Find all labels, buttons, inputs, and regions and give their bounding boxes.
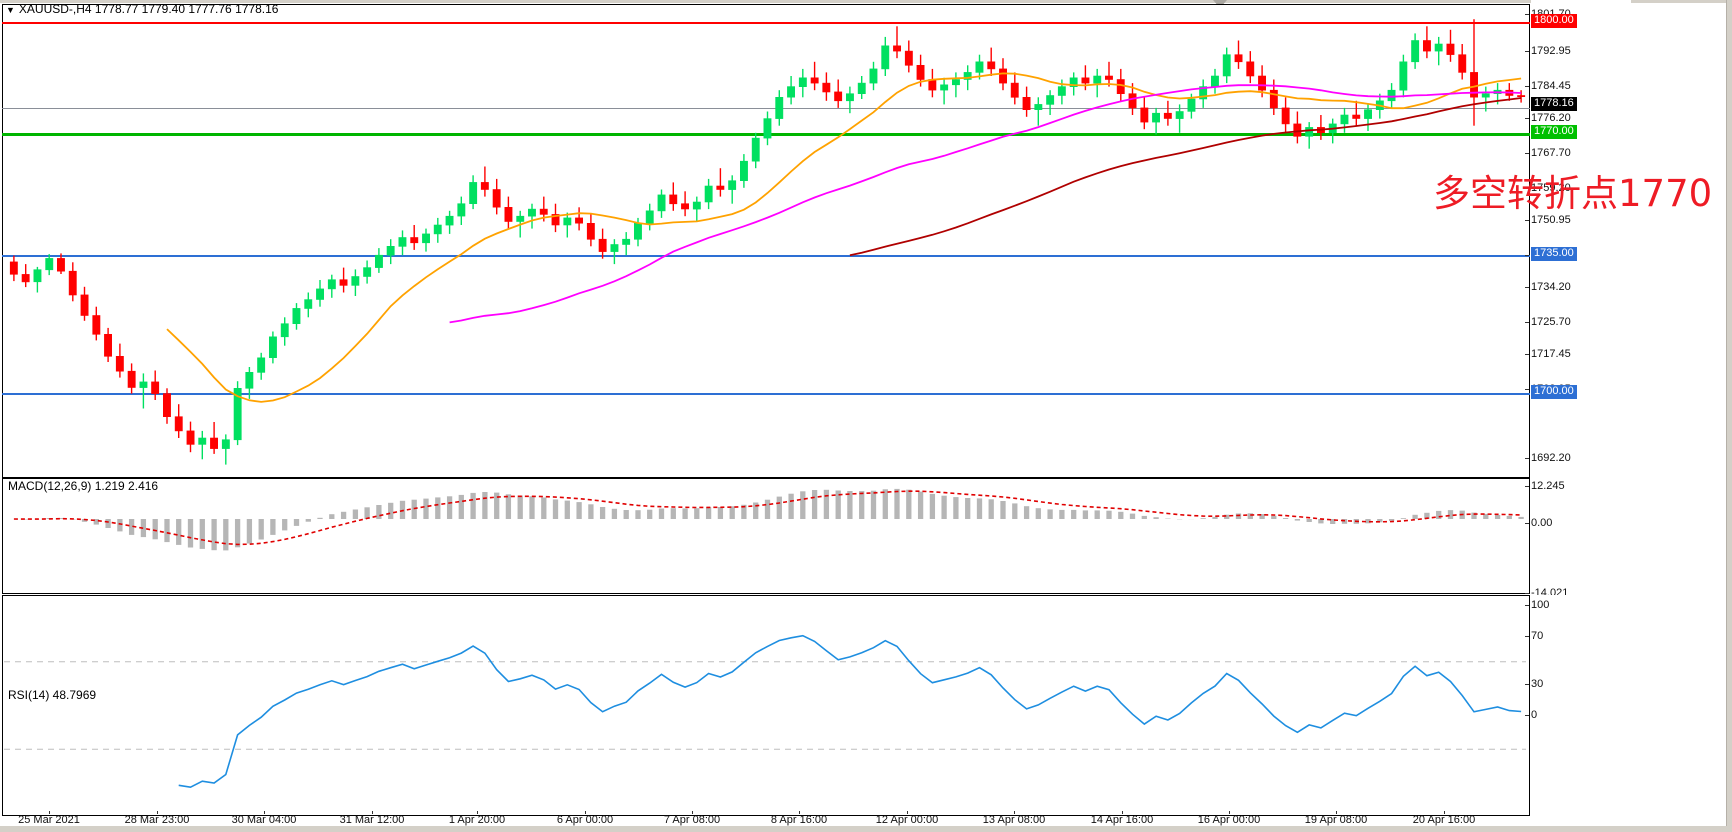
rsi-panel[interactable] bbox=[2, 595, 1530, 816]
price-tag: 1735.00 bbox=[1531, 247, 1577, 261]
time-tick bbox=[372, 811, 373, 814]
price-tick: 1792.95 bbox=[1525, 45, 1571, 57]
price-tag: 1800.00 bbox=[1531, 14, 1577, 28]
time-label: 8 Apr 16:00 bbox=[770, 814, 828, 826]
chart-annotation-text: 多空转折点1770 bbox=[1433, 172, 1713, 215]
time-tick bbox=[585, 811, 586, 814]
time-label: 14 Apr 16:00 bbox=[1090, 814, 1154, 826]
rsi-label: RSI(14) 48.7969 bbox=[8, 688, 97, 702]
time-tick bbox=[477, 811, 478, 814]
price-tag: 1700.00 bbox=[1531, 385, 1577, 399]
time-tick bbox=[1014, 811, 1015, 814]
collapse-caret-icon[interactable]: ▼ bbox=[6, 4, 15, 15]
symbol-ohlc-text: XAUUSD-,H4 1778.77 1779.40 1777.76 1778.… bbox=[18, 2, 279, 16]
level-line-1700[interactable] bbox=[2, 393, 1530, 395]
vertical-scrollbar[interactable] bbox=[1726, 0, 1732, 832]
time-label: 30 Mar 04:00 bbox=[231, 814, 297, 826]
macd-axis[interactable]: 12.245 0.00 -14.021 bbox=[1524, 478, 1631, 599]
level-line-current[interactable] bbox=[2, 108, 1530, 109]
price-tick: 1776.20 bbox=[1525, 112, 1571, 124]
price-tick: 1734.20 bbox=[1525, 281, 1571, 293]
price-axis[interactable]: 1801.701792.951784.451776.201767.701759.… bbox=[1525, 0, 1631, 530]
time-label: 28 Mar 23:00 bbox=[124, 814, 190, 826]
time-tick bbox=[799, 811, 800, 814]
price-tick: 1784.45 bbox=[1525, 80, 1571, 92]
time-label: 16 Apr 00:00 bbox=[1197, 814, 1261, 826]
time-label: 1 Apr 20:00 bbox=[448, 814, 506, 826]
price-tag: 1770.00 bbox=[1531, 125, 1577, 139]
macd-tick: -14.021 bbox=[1524, 587, 1569, 599]
level-line-1800[interactable] bbox=[2, 22, 1530, 24]
price-tick: 1767.70 bbox=[1525, 147, 1571, 159]
time-label: 7 Apr 08:00 bbox=[663, 814, 721, 826]
price-tick: 1725.70 bbox=[1525, 316, 1571, 328]
macd-label: MACD(12,26,9) 1.219 2.416 bbox=[8, 479, 159, 493]
rsi-series bbox=[4, 634, 1526, 789]
rsi-axis[interactable]: 100 70 30 0 bbox=[1524, 595, 1631, 820]
horizontal-scrollbar[interactable] bbox=[0, 826, 1732, 832]
time-tick bbox=[1122, 811, 1123, 814]
price-chart-panel[interactable] bbox=[2, 4, 1530, 478]
symbol-info-bar: ▼ XAUUSD-,H4 1778.77 1779.40 1777.76 1778… bbox=[6, 2, 278, 16]
price-tick: 1717.45 bbox=[1525, 348, 1571, 360]
time-tick bbox=[1229, 811, 1230, 814]
rsi-tick: 100 bbox=[1524, 599, 1550, 611]
level-line-1735[interactable] bbox=[2, 255, 1530, 257]
price-tag: 1778.16 bbox=[1531, 97, 1577, 111]
rsi-tick: 0 bbox=[1524, 709, 1538, 721]
macd-series bbox=[13, 488, 1524, 551]
macd-tick: 12.245 bbox=[1525, 480, 1565, 492]
rsi-tick: 70 bbox=[1524, 630, 1544, 642]
price-tick: 1750.95 bbox=[1525, 214, 1571, 226]
time-tick bbox=[157, 811, 158, 814]
top-scroll-strip[interactable] bbox=[0, 0, 1732, 3]
rsi-tick: 30 bbox=[1524, 678, 1544, 690]
time-label: 20 Apr 16:00 bbox=[1412, 814, 1476, 826]
time-tick bbox=[692, 811, 693, 814]
time-tick bbox=[907, 811, 908, 814]
time-label: 31 Mar 12:00 bbox=[339, 814, 405, 826]
price-tick: 1759.20 bbox=[1525, 182, 1571, 194]
time-label: 25 Mar 2021 bbox=[18, 814, 80, 826]
time-label: 13 Apr 08:00 bbox=[982, 814, 1046, 826]
time-label: 6 Apr 00:00 bbox=[556, 814, 614, 826]
time-tick bbox=[264, 811, 265, 814]
time-tick bbox=[49, 811, 50, 814]
time-tick bbox=[1444, 811, 1445, 814]
time-tick bbox=[1336, 811, 1337, 814]
time-label: 12 Apr 00:00 bbox=[875, 814, 939, 826]
time-label: 19 Apr 08:00 bbox=[1304, 814, 1368, 826]
candlestick-series bbox=[9, 19, 1526, 465]
price-tick: 1692.20 bbox=[1525, 452, 1571, 464]
time-axis[interactable]: 25 Mar 2021 28 Mar 23:00 30 Mar 04:00 31 Ma… bbox=[2, 811, 1530, 830]
macd-tick: 0.00 bbox=[1524, 517, 1553, 529]
macd-panel[interactable] bbox=[2, 478, 1530, 594]
